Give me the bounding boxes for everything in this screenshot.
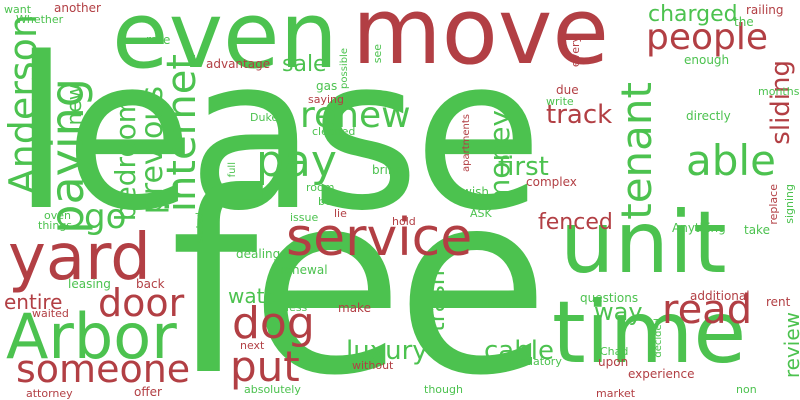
word-cable: cable	[484, 336, 554, 366]
word-renewal: renewal	[280, 263, 328, 277]
word-luxury: luxury	[346, 336, 428, 366]
word-hold: hold	[392, 215, 416, 228]
word-duke: Duke	[250, 111, 279, 124]
word-gas: gas	[316, 79, 338, 93]
word-signing: signing	[783, 184, 796, 224]
word-tenant: tenant	[612, 82, 661, 220]
word-market: market	[596, 387, 636, 400]
word-rate: rate	[146, 33, 171, 47]
word-review: review	[780, 312, 800, 379]
word-door: door	[98, 281, 185, 325]
word-advantage: advantage	[206, 57, 271, 71]
word-lie: lie	[334, 207, 347, 220]
word-pay: pay	[256, 136, 337, 187]
word-experience: experience	[628, 367, 695, 381]
word-possible: possible	[339, 48, 350, 89]
word-attorney: attorney	[26, 387, 73, 400]
word-make: make	[338, 301, 371, 315]
word-things: things	[38, 219, 73, 232]
word-offer: offer	[134, 385, 162, 399]
word-sale: sale	[282, 52, 327, 77]
word-put: put	[230, 342, 300, 391]
word-railing: railing	[746, 3, 784, 17]
word-saying: saying	[308, 93, 344, 106]
word-every: every	[569, 36, 582, 68]
word-yard: yard	[8, 221, 151, 295]
word-dog: dog	[232, 298, 315, 349]
word-upon: upon	[598, 355, 629, 369]
word-lease: lease	[12, 12, 543, 257]
word-less: less	[286, 301, 308, 314]
word-anything: Anything	[672, 221, 726, 235]
word-fenced: fenced	[538, 210, 613, 235]
word-issue: issue	[290, 211, 319, 224]
word-trash: trash	[422, 270, 450, 332]
word-bring: bring	[372, 163, 404, 177]
word-take: take	[744, 223, 770, 237]
word-chad: Chad	[600, 345, 629, 358]
word-charged: charged	[648, 2, 738, 27]
word-even: even	[112, 0, 338, 89]
word-complex: complex	[526, 175, 577, 189]
word-whether: Whether	[16, 13, 64, 26]
word-way: way	[594, 298, 643, 326]
word-see: see	[371, 44, 384, 64]
word-absolutely: absolutely	[244, 383, 301, 396]
word-ask: ASK	[470, 207, 492, 220]
word-previous: previous	[135, 86, 170, 215]
word-sliding: sliding	[766, 60, 796, 145]
word-enough: enough	[684, 53, 730, 67]
word-next: next	[240, 339, 265, 352]
word-first: first	[498, 152, 549, 182]
word-fee: fee	[170, 139, 550, 400]
word-directly: directly	[686, 109, 731, 123]
word-another: another	[54, 1, 101, 15]
word-waited: waited	[32, 307, 69, 320]
word-months: months	[758, 85, 800, 98]
word-additional: additional	[690, 289, 750, 303]
word-room: room	[306, 181, 335, 194]
word-go: go	[84, 197, 127, 237]
word-renew: renew	[300, 95, 411, 136]
word-though: though	[424, 383, 463, 396]
word-write: write	[546, 95, 574, 108]
word-water: water	[228, 284, 285, 308]
word-people: people	[646, 17, 769, 58]
word-please: Please	[480, 297, 519, 311]
word-cleaned: cleaned	[312, 125, 356, 138]
word-someone: someone	[16, 347, 191, 391]
word-full: full	[227, 162, 238, 178]
word-predatory: predatory	[508, 355, 562, 368]
word-wish: wish	[462, 185, 490, 199]
word-apartments: apartments	[461, 114, 472, 172]
word-replace: replace	[767, 184, 780, 225]
word-better: better	[318, 195, 352, 208]
word-track: track	[546, 100, 613, 130]
word-move: move	[352, 0, 609, 85]
word-back: back	[136, 277, 165, 291]
word-time: time	[552, 283, 747, 383]
word-leasing: leasing	[68, 277, 111, 291]
word-arbor: Arbor	[6, 300, 177, 373]
word-service: service	[286, 208, 473, 268]
word-dealing: dealing	[236, 247, 281, 261]
word-without: without	[352, 359, 394, 372]
word-anderson: Anderson	[1, 14, 45, 195]
word-stated: stated	[195, 212, 206, 244]
word-non: non	[736, 383, 757, 396]
word-want: want	[4, 3, 32, 16]
word-rent: rent	[766, 295, 791, 309]
word-decided: decided	[653, 318, 664, 358]
word-able: able	[686, 136, 776, 185]
word-read: read	[662, 287, 753, 333]
word-the: the	[734, 15, 754, 29]
word-new: new	[62, 84, 86, 126]
word-oven: oven	[44, 209, 71, 222]
word-unit: unit	[560, 193, 727, 293]
word-due: due	[556, 83, 579, 97]
word-entire: entire	[4, 290, 63, 314]
word-questions: questions	[580, 291, 639, 305]
